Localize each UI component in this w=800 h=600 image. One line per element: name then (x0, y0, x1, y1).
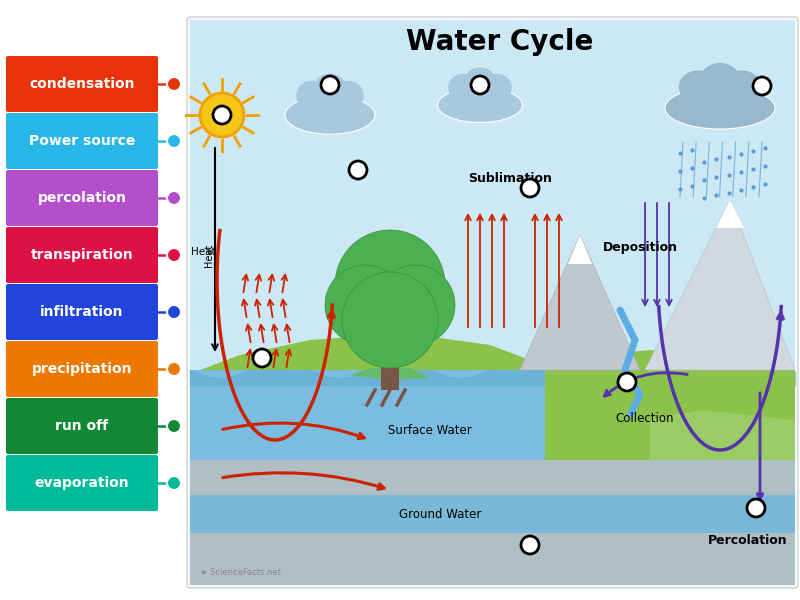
FancyBboxPatch shape (6, 341, 158, 397)
Ellipse shape (464, 67, 496, 97)
Bar (190, 370, 795, 460)
Ellipse shape (438, 88, 522, 122)
FancyBboxPatch shape (6, 56, 158, 112)
Circle shape (213, 106, 231, 124)
Circle shape (375, 265, 455, 345)
Ellipse shape (699, 63, 741, 99)
Ellipse shape (167, 476, 181, 490)
Ellipse shape (167, 248, 181, 262)
Ellipse shape (167, 77, 181, 91)
Text: Heat: Heat (204, 244, 214, 266)
Bar (190, 460, 795, 585)
Bar (190, 495, 795, 533)
Circle shape (321, 76, 339, 94)
Text: ★ ScienceFacts.net: ★ ScienceFacts.net (199, 568, 281, 577)
Text: transpiration: transpiration (30, 248, 134, 262)
Circle shape (753, 77, 771, 95)
Text: Sublimation: Sublimation (468, 172, 552, 185)
Text: Collection: Collection (616, 412, 674, 425)
Ellipse shape (332, 80, 364, 111)
Circle shape (521, 536, 539, 554)
Text: Water Cycle: Water Cycle (406, 28, 594, 56)
Ellipse shape (665, 87, 775, 129)
Text: percolation: percolation (38, 191, 126, 205)
Polygon shape (545, 350, 795, 460)
Text: Deposition: Deposition (602, 241, 678, 254)
Ellipse shape (482, 74, 512, 101)
Polygon shape (568, 235, 592, 264)
Ellipse shape (167, 419, 181, 433)
Circle shape (349, 161, 367, 179)
Polygon shape (716, 200, 744, 228)
Polygon shape (200, 335, 540, 370)
Polygon shape (645, 200, 795, 370)
Polygon shape (650, 410, 795, 460)
Ellipse shape (448, 74, 478, 101)
Ellipse shape (167, 191, 181, 205)
Circle shape (253, 349, 271, 367)
Text: condensation: condensation (30, 77, 134, 91)
Ellipse shape (296, 80, 328, 111)
FancyBboxPatch shape (6, 398, 158, 454)
Text: Heat: Heat (190, 247, 215, 257)
Text: Ground Water: Ground Water (399, 509, 481, 521)
Bar (381, 310, 399, 390)
Circle shape (200, 93, 244, 137)
Circle shape (325, 265, 405, 345)
Polygon shape (520, 235, 640, 370)
Ellipse shape (167, 362, 181, 376)
Text: run off: run off (55, 419, 109, 433)
Bar (190, 20, 795, 370)
Circle shape (521, 179, 539, 197)
FancyBboxPatch shape (6, 227, 158, 283)
FancyBboxPatch shape (6, 113, 158, 169)
Circle shape (342, 272, 438, 368)
Polygon shape (350, 368, 430, 380)
FancyBboxPatch shape (6, 170, 158, 226)
Ellipse shape (167, 134, 181, 148)
Ellipse shape (678, 70, 718, 103)
Circle shape (747, 499, 765, 517)
Circle shape (618, 373, 636, 391)
FancyBboxPatch shape (187, 17, 798, 588)
Ellipse shape (313, 74, 347, 107)
Circle shape (471, 76, 489, 94)
Text: Power source: Power source (29, 134, 135, 148)
Ellipse shape (722, 70, 762, 103)
FancyBboxPatch shape (6, 455, 158, 511)
Text: evaporation: evaporation (34, 476, 130, 490)
Text: infiltration: infiltration (40, 305, 124, 319)
FancyBboxPatch shape (6, 284, 158, 340)
Circle shape (335, 230, 445, 340)
Ellipse shape (167, 305, 181, 319)
Text: precipitation: precipitation (32, 362, 132, 376)
Text: Percolation: Percolation (708, 533, 788, 547)
Ellipse shape (285, 96, 375, 134)
Text: Surface Water: Surface Water (388, 424, 472, 437)
